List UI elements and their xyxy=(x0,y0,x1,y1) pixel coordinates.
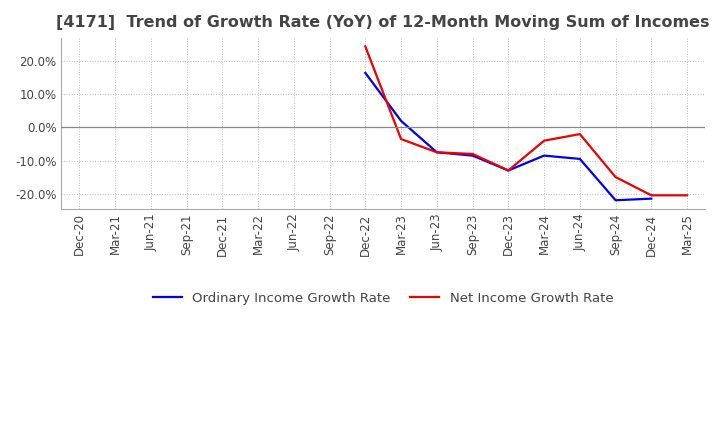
Net Income Growth Rate xyxy=(361,44,369,49)
Ordinary Income Growth Rate xyxy=(433,150,441,155)
Ordinary Income Growth Rate xyxy=(361,70,369,76)
Title: [4171]  Trend of Growth Rate (YoY) of 12-Month Moving Sum of Incomes: [4171] Trend of Growth Rate (YoY) of 12-… xyxy=(56,15,710,30)
Line: Ordinary Income Growth Rate: Ordinary Income Growth Rate xyxy=(365,73,652,200)
Net Income Growth Rate xyxy=(611,175,620,180)
Legend: Ordinary Income Growth Rate, Net Income Growth Rate: Ordinary Income Growth Rate, Net Income … xyxy=(148,287,619,310)
Net Income Growth Rate xyxy=(683,193,691,198)
Ordinary Income Growth Rate xyxy=(504,168,513,173)
Net Income Growth Rate xyxy=(397,136,405,142)
Net Income Growth Rate xyxy=(540,138,549,143)
Net Income Growth Rate xyxy=(433,150,441,155)
Ordinary Income Growth Rate xyxy=(647,196,656,201)
Net Income Growth Rate xyxy=(504,168,513,173)
Line: Net Income Growth Rate: Net Income Growth Rate xyxy=(365,46,687,195)
Net Income Growth Rate xyxy=(468,151,477,157)
Ordinary Income Growth Rate xyxy=(468,153,477,158)
Ordinary Income Growth Rate xyxy=(397,118,405,124)
Ordinary Income Growth Rate xyxy=(540,153,549,158)
Net Income Growth Rate xyxy=(575,132,584,137)
Ordinary Income Growth Rate xyxy=(611,198,620,203)
Ordinary Income Growth Rate xyxy=(575,156,584,161)
Net Income Growth Rate xyxy=(647,193,656,198)
